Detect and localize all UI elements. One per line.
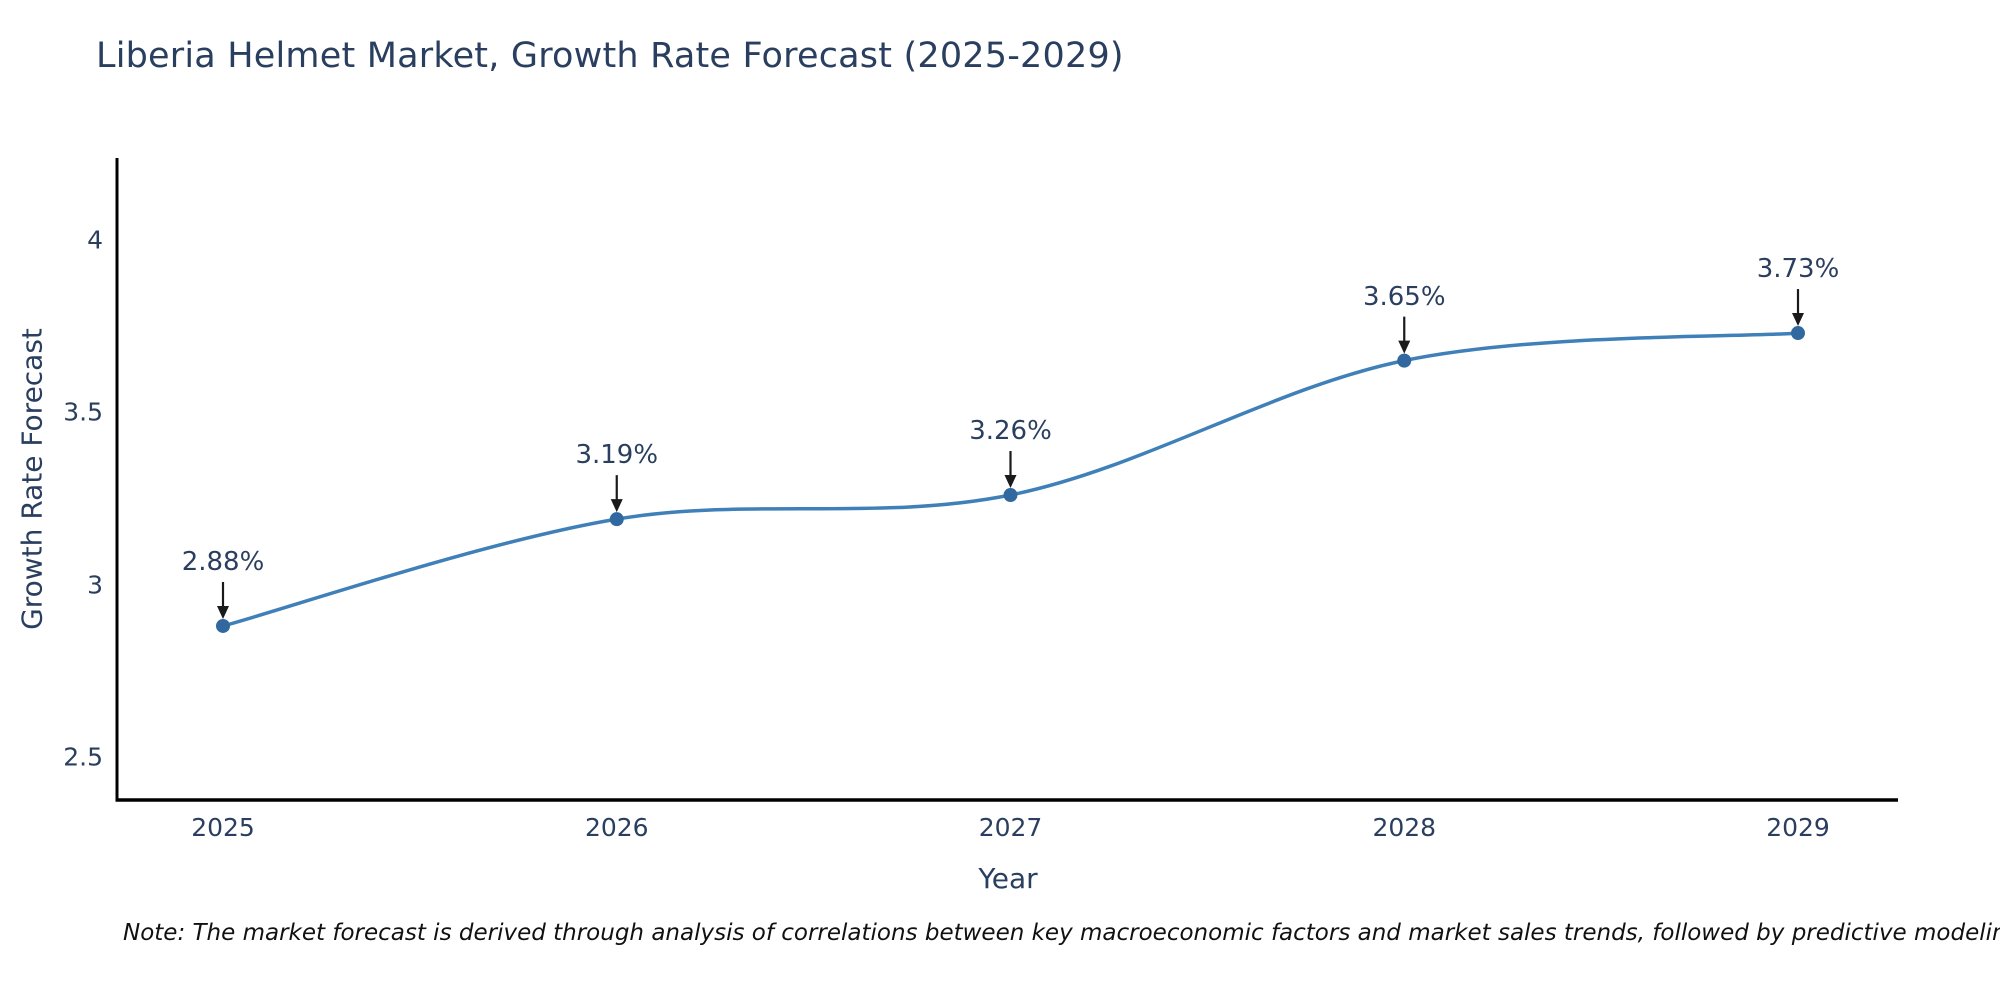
y-tick-label: 3 [87, 570, 103, 600]
annotation-arrowhead [610, 499, 623, 513]
chart-title: Liberia Helmet Market, Growth Rate Forec… [96, 36, 1124, 76]
x-tick-label: 2029 [1766, 813, 1830, 842]
annotation-arrowhead [217, 605, 229, 619]
data-point-marker [1791, 326, 1805, 341]
x-axis-title: Year [978, 862, 1038, 895]
x-tick-label: 2027 [978, 813, 1043, 842]
point-value-label: 3.19% [575, 440, 659, 471]
data-point-marker [1397, 353, 1412, 368]
annotation-arrowhead [1004, 475, 1017, 489]
footnote: Note: The market forecast is derived thr… [123, 920, 2000, 946]
y-tick-label: 4 [87, 225, 103, 255]
data-point-marker [216, 618, 230, 633]
y-tick-label: 2.5 [63, 742, 103, 772]
x-tick-label: 2026 [584, 813, 649, 842]
y-axis-title: Growth Rate Forecast [15, 328, 49, 630]
point-value-label: 2.88% [181, 546, 265, 577]
point-value-label: 3.26% [969, 416, 1052, 447]
point-value-label: 3.73% [1756, 254, 1840, 285]
x-tick-label: 2025 [191, 813, 255, 842]
point-value-label: 3.65% [1362, 281, 1446, 312]
annotation-arrowhead [1398, 340, 1411, 354]
annotation-arrowhead [1792, 313, 1804, 327]
data-point-marker [1003, 488, 1018, 503]
y-tick-label: 3.5 [63, 397, 103, 427]
x-tick-label: 2028 [1372, 813, 1437, 842]
data-point-marker [609, 512, 624, 527]
